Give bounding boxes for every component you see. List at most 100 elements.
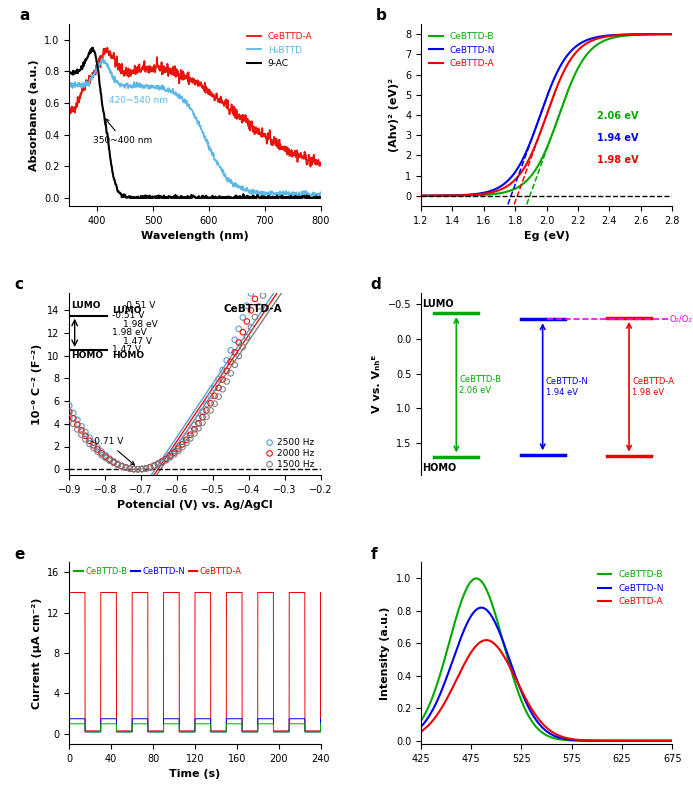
H₄BTTD [130,78,139,87]
2000 Hz [314,281,325,294]
CeBTTD-A [213,94,222,103]
Text: 2.06 eV: 2.06 eV [597,111,638,121]
CeBTTD-A [668,736,676,746]
2000 Hz [96,447,107,460]
2000 Hz [64,406,75,418]
2000 Hz [258,281,269,294]
9-AC [214,193,222,202]
CeBTTD-N [668,736,676,746]
9-AC [234,193,242,202]
2500 Hz [92,441,103,454]
1500 Hz [177,441,188,454]
1500 Hz [302,281,313,294]
2500 Hz [213,373,224,386]
CeBTTD-N [536,721,545,730]
CeBTTD-A [567,734,575,744]
1500 Hz [161,454,172,466]
2500 Hz [64,399,75,412]
Text: HOMO: HOMO [71,351,103,360]
Line: CeBTTD-A: CeBTTD-A [69,48,320,166]
Y-axis label: Absorbance (a.u.): Absorbance (a.u.) [28,59,39,170]
Line: 9-AC: 9-AC [69,48,320,198]
1500 Hz [84,438,95,450]
2500 Hz [298,281,309,294]
Text: -0.51 V: -0.51 V [112,311,144,320]
CeBTTD-A [417,726,426,736]
CeBTTD-B [567,736,575,746]
1500 Hz [181,437,192,450]
Text: LUMO: LUMO [423,298,454,309]
2500 Hz [197,405,208,418]
9-AC [126,193,134,202]
1500 Hz [173,445,184,458]
2500 Hz [310,281,321,294]
Text: HOMO: HOMO [423,463,457,473]
Text: 1.94 eV: 1.94 eV [597,133,638,143]
H₄BTTD [110,71,119,81]
2500 Hz [281,281,292,294]
2000 Hz [290,281,301,294]
H₄BTTD [179,98,188,107]
2000 Hz [213,382,224,394]
CeBTTD-A [623,736,631,746]
2500 Hz [209,382,220,394]
1500 Hz [104,454,115,467]
X-axis label: Time (s): Time (s) [169,770,220,779]
2500 Hz [225,344,236,357]
Text: O₂/O₂⁻: O₂/O₂⁻ [669,314,693,323]
1500 Hz [137,462,148,475]
1500 Hz [249,310,261,323]
2500 Hz [128,462,139,475]
2500 Hz [265,281,277,294]
2000 Hz [197,410,208,423]
H₄BTTD [98,54,106,63]
2000 Hz [168,446,179,459]
2500 Hz [132,463,143,476]
1500 Hz [270,281,281,294]
Text: d: d [371,278,382,293]
CeBTTD-A [130,68,139,78]
9-AC [130,193,139,202]
Line: H₄BTTD: H₄BTTD [69,58,320,198]
2000 Hz [254,281,265,294]
2500 Hz [221,354,232,367]
1500 Hz [314,281,325,294]
1500 Hz [72,423,83,436]
2000 Hz [310,281,321,294]
1500 Hz [234,350,245,362]
1500 Hz [261,281,272,294]
2500 Hz [112,458,123,470]
2000 Hz [225,355,236,368]
2500 Hz [116,459,128,472]
CeBTTD-B [472,574,480,583]
2000 Hz [229,346,240,358]
Text: -0.51 V: -0.51 V [123,301,155,310]
CeBTTD-B [623,736,631,746]
CeBTTD-A [103,43,112,53]
2000 Hz [88,439,99,452]
Line: CeBTTD-N: CeBTTD-N [421,608,672,741]
1500 Hz [96,449,107,462]
CeBTTD-B [417,716,426,726]
1500 Hz [121,462,132,474]
2000 Hz [80,430,91,442]
Text: 350~400 nm: 350~400 nm [94,119,152,145]
2000 Hz [241,315,252,328]
1500 Hz [185,432,196,445]
1500 Hz [265,281,277,294]
2500 Hz [189,418,200,431]
2500 Hz [314,281,325,294]
2000 Hz [234,336,245,349]
2000 Hz [205,397,216,410]
2000 Hz [181,434,192,446]
1500 Hz [157,456,168,469]
2000 Hz [270,281,281,294]
1500 Hz [274,281,285,294]
2000 Hz [302,281,313,294]
2000 Hz [274,281,285,294]
1500 Hz [144,461,155,474]
2500 Hz [124,462,135,475]
2000 Hz [278,281,289,294]
2000 Hz [209,390,220,402]
2000 Hz [76,424,87,437]
